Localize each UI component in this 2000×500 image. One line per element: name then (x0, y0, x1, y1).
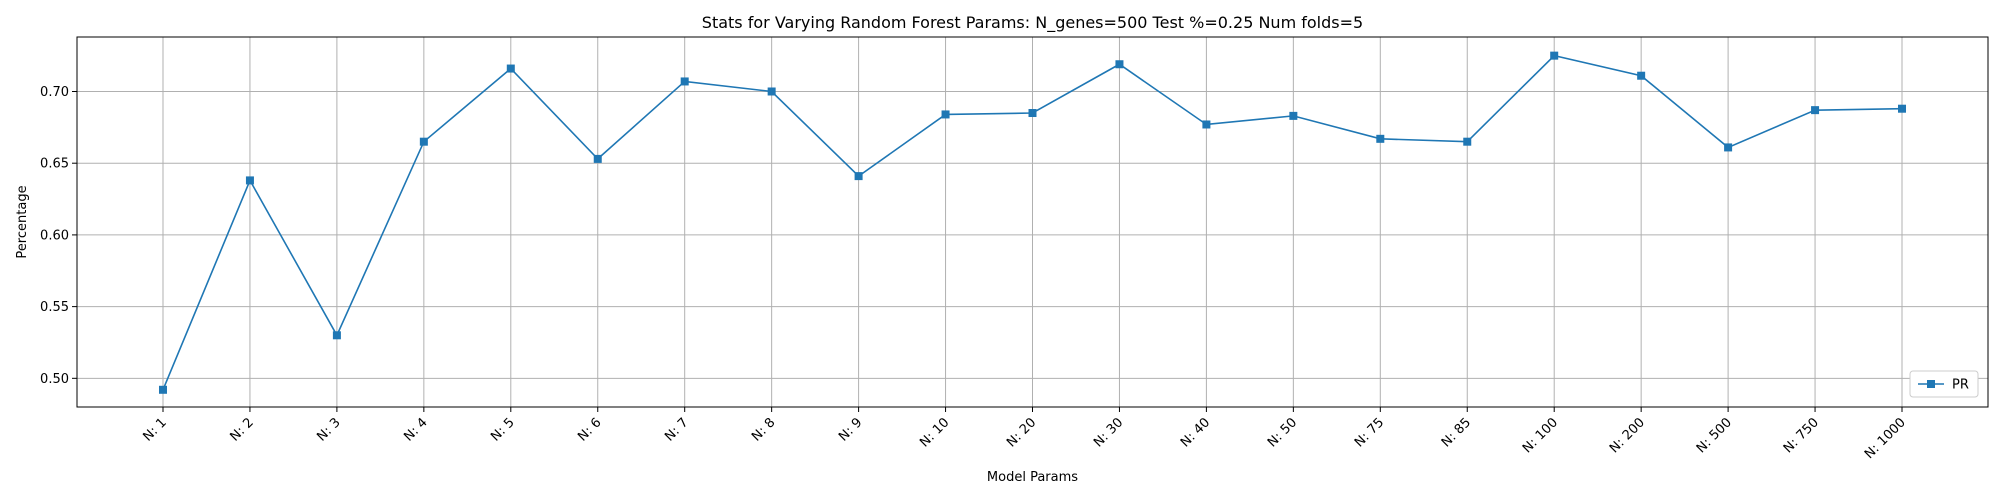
x-tick-label: N: 200 (1607, 415, 1648, 456)
data-point-marker (419, 137, 428, 146)
y-tick-label: 0.60 (40, 228, 69, 243)
data-point-marker (506, 64, 515, 73)
legend: PR (1909, 370, 1979, 398)
data-point-marker (1898, 104, 1907, 113)
data-point-marker (680, 77, 689, 86)
data-point-marker (1115, 60, 1124, 69)
y-tick-label: 0.55 (40, 300, 69, 315)
x-tick-label: N: 10 (917, 415, 952, 450)
data-point-marker (332, 331, 341, 340)
x-tick-label: N: 4 (401, 415, 430, 444)
data-point-marker (1811, 106, 1820, 115)
data-point-marker (1637, 71, 1646, 80)
data-point-marker (1724, 143, 1733, 152)
y-tick-label: 0.50 (40, 372, 69, 387)
data-point-marker (245, 176, 254, 185)
x-tick-label: N: 85 (1439, 415, 1474, 450)
x-tick-label: N: 40 (1178, 415, 1213, 450)
y-tick-label: 0.65 (40, 157, 69, 172)
x-tick-label: N: 20 (1004, 415, 1039, 450)
chart-title: Stats for Varying Random Forest Params: … (702, 13, 1363, 33)
data-point-marker (1028, 109, 1037, 118)
x-tick-label: N: 50 (1265, 415, 1300, 450)
data-point-marker (1463, 137, 1472, 146)
x-tick-label: N: 3 (314, 415, 343, 444)
x-tick-label: N: 500 (1694, 415, 1735, 456)
data-point-marker (854, 172, 863, 181)
y-tick-label: 0.70 (40, 85, 69, 100)
x-tick-label: N: 5 (488, 415, 517, 444)
legend-label: PR (1952, 378, 1969, 393)
data-point-marker (1289, 111, 1298, 120)
data-point-marker (1550, 51, 1559, 60)
x-tick-label: N: 2 (227, 415, 256, 444)
x-tick-label: N: 6 (575, 415, 604, 444)
data-point-marker (1202, 120, 1211, 129)
data-point-marker (767, 87, 776, 96)
x-tick-label: N: 1 (140, 415, 169, 444)
x-axis-label: Model Params (987, 470, 1078, 485)
legend-marker-swatch (1927, 380, 1935, 388)
x-tick-label: N: 100 (1520, 415, 1561, 456)
x-tick-label: N: 7 (662, 415, 691, 444)
x-tick-label: N: 75 (1352, 415, 1387, 450)
x-tick-label: N: 8 (749, 415, 778, 444)
data-point-marker (1376, 134, 1385, 143)
x-tick-label: N: 750 (1781, 415, 1822, 456)
grid-layer (77, 37, 1988, 407)
data-point-marker (593, 154, 602, 163)
x-tick-label: N: 9 (836, 415, 865, 444)
data-point-marker (158, 385, 167, 394)
ticks-layer: N: 1 N: 2 N: 3 N: 4 N: 5 N: 6 N: 7 N: 8 N: 9 N: 1… (40, 85, 1909, 462)
data-point-marker (941, 110, 950, 119)
x-tick-label: N: 30 (1091, 415, 1126, 450)
x-tick-label: N: 1000 (1862, 415, 1909, 462)
y-axis-label: Percentage (15, 185, 30, 258)
series-layer (158, 51, 1907, 394)
